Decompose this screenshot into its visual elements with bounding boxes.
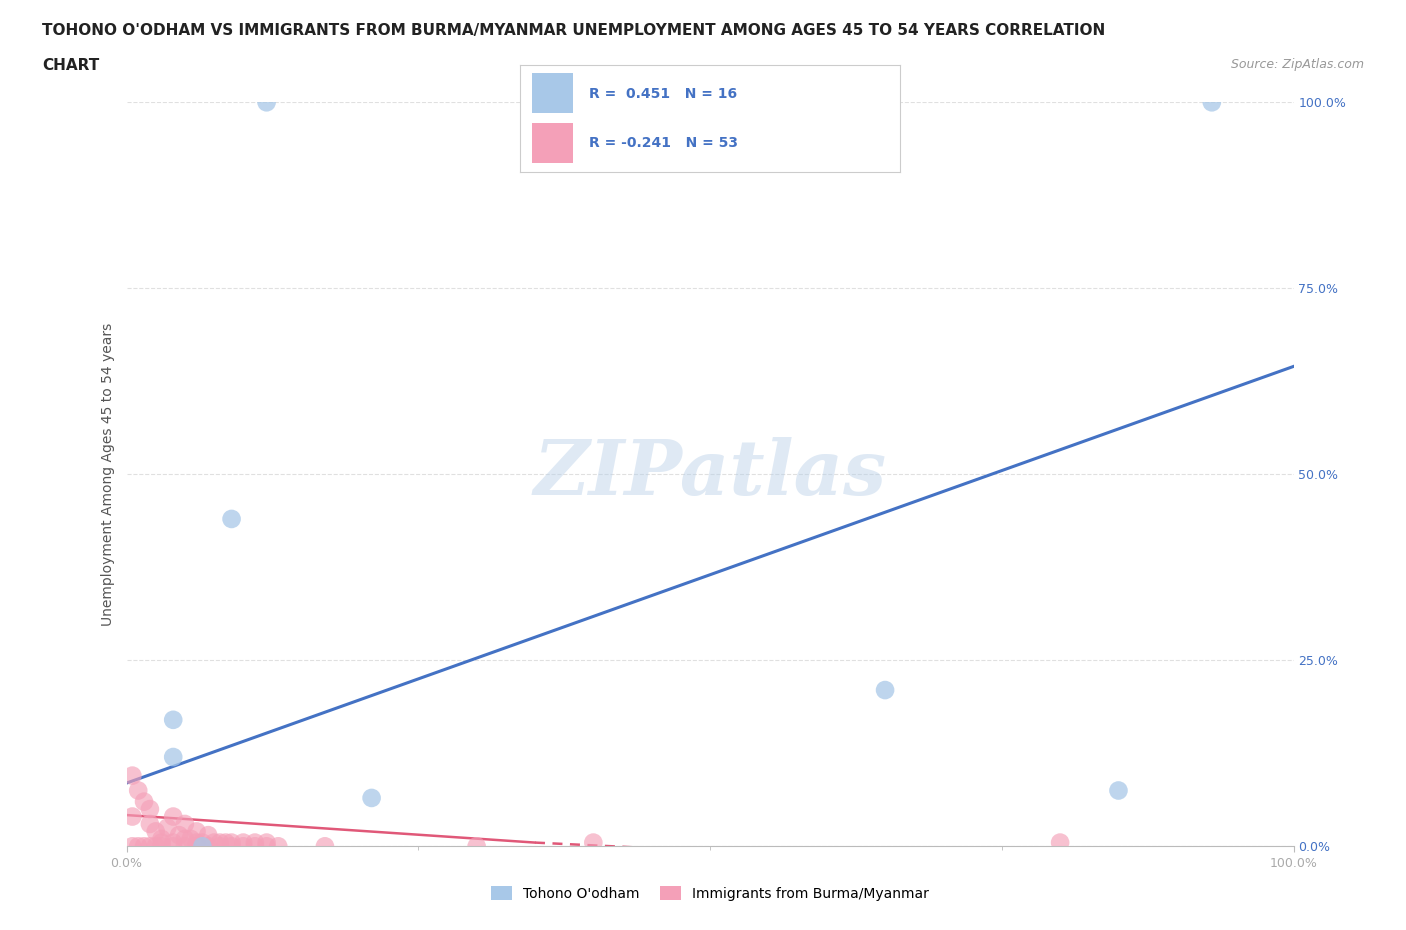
Y-axis label: Unemployment Among Ages 45 to 54 years: Unemployment Among Ages 45 to 54 years: [101, 323, 115, 626]
Point: [132, 839, 155, 854]
Point: [180, 831, 202, 846]
Point: [121, 839, 143, 854]
Point: [197, 839, 219, 854]
Point: [1108, 783, 1130, 798]
Point: [139, 839, 162, 854]
Point: [167, 828, 190, 843]
Point: [215, 835, 238, 850]
Point: [191, 839, 214, 854]
Point: [465, 839, 488, 854]
Point: [221, 839, 243, 854]
Point: [1049, 835, 1071, 850]
Point: [208, 835, 231, 850]
Point: [174, 839, 197, 854]
Point: [191, 835, 214, 850]
Point: [256, 835, 278, 850]
Point: [232, 835, 254, 850]
Point: [150, 831, 173, 846]
Text: R =  0.451   N = 16: R = 0.451 N = 16: [589, 87, 737, 101]
Point: [314, 839, 336, 854]
Point: [186, 835, 208, 850]
Point: [162, 839, 184, 854]
Point: [162, 712, 184, 727]
Point: [127, 783, 149, 798]
Point: [145, 839, 167, 854]
Point: [127, 839, 149, 854]
Text: R = -0.241   N = 53: R = -0.241 N = 53: [589, 136, 738, 150]
FancyBboxPatch shape: [531, 123, 574, 164]
Point: [150, 839, 173, 854]
Text: CHART: CHART: [42, 58, 100, 73]
Point: [174, 831, 197, 846]
Text: Source: ZipAtlas.com: Source: ZipAtlas.com: [1230, 58, 1364, 71]
Text: ZIPatlas: ZIPatlas: [533, 437, 887, 512]
FancyBboxPatch shape: [531, 73, 574, 113]
Point: [197, 828, 219, 843]
Point: [256, 839, 278, 854]
Point: [582, 835, 605, 850]
Point: [121, 809, 143, 824]
Point: [186, 824, 208, 839]
Point: [174, 817, 197, 831]
Point: [256, 95, 278, 110]
Point: [139, 817, 162, 831]
Point: [162, 809, 184, 824]
Point: [221, 512, 243, 526]
Point: [132, 794, 155, 809]
Point: [162, 750, 184, 764]
Legend: Tohono O'odham, Immigrants from Burma/Myanmar: Tohono O'odham, Immigrants from Burma/My…: [485, 881, 935, 907]
Point: [145, 824, 167, 839]
Point: [150, 835, 173, 850]
Point: [875, 683, 897, 698]
Point: [208, 839, 231, 854]
Point: [360, 790, 382, 805]
Point: [202, 835, 225, 850]
Point: [186, 839, 208, 854]
Point: [267, 839, 290, 854]
Point: [243, 835, 266, 850]
Point: [121, 768, 143, 783]
Point: [243, 839, 266, 854]
Point: [139, 802, 162, 817]
Point: [156, 820, 179, 835]
Point: [1201, 95, 1223, 110]
Text: TOHONO O'ODHAM VS IMMIGRANTS FROM BURMA/MYANMAR UNEMPLOYMENT AMONG AGES 45 TO 54: TOHONO O'ODHAM VS IMMIGRANTS FROM BURMA/…: [42, 23, 1105, 38]
Point: [162, 835, 184, 850]
Point: [221, 835, 243, 850]
Point: [232, 839, 254, 854]
